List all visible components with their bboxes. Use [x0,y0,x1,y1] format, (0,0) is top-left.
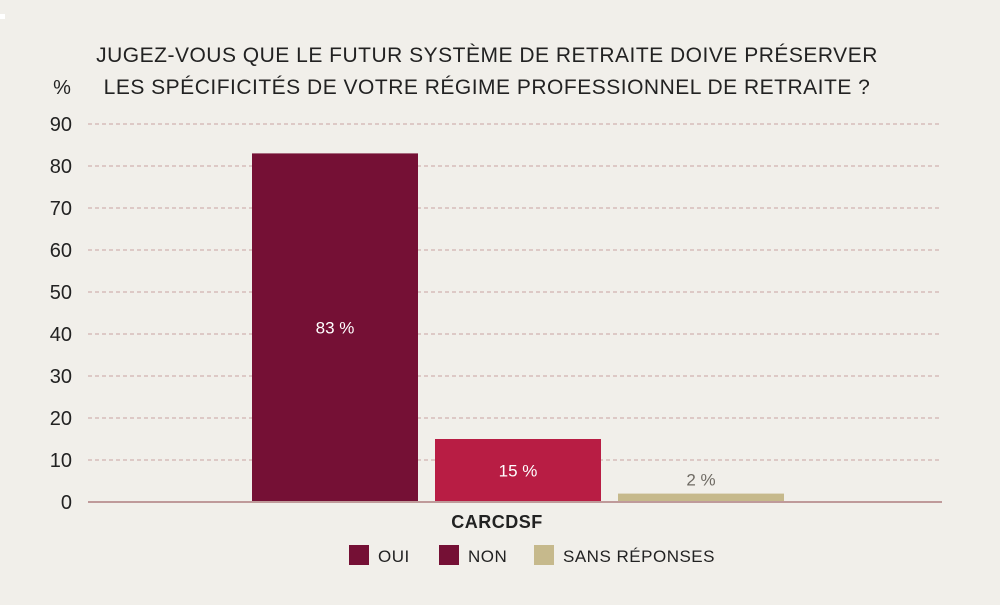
y-tick-label: 40 [50,324,72,346]
y-tick-label: 20 [50,408,72,430]
y-tick-label: 60 [50,240,72,262]
data-label: 2 % [686,471,715,490]
data-label: 83 % [316,319,355,338]
y-tick-label: 10 [50,450,72,472]
legend-label: OUI [378,547,410,566]
bars [252,153,784,502]
legend-swatch [349,545,369,565]
chart-title-line-1: JUGEZ-VOUS QUE LE FUTUR SYSTÈME DE RETRA… [96,44,878,67]
bar-non [435,439,601,502]
legend-swatch [439,545,459,565]
bar-sans-r-ponses [618,493,784,502]
legend-label: SANS RÉPONSES [563,547,715,566]
corner-mark [0,14,5,19]
legend: OUI NON SANS RÉPONSES [349,545,715,566]
bar-oui [252,153,418,502]
y-tick-label: 0 [61,492,72,514]
y-tick-label: 90 [50,114,72,136]
data-labels: 83 % 15 % 2 % [316,319,716,490]
category-label: CARCDSF [451,512,543,532]
legend-swatch [534,545,554,565]
chart-title: JUGEZ-VOUS QUE LE FUTUR SYSTÈME DE RETRA… [96,44,878,99]
y-tick-label: 70 [50,198,72,220]
y-tick-label: 50 [50,282,72,304]
y-axis-ticks: 0 10 20 30 40 50 60 70 80 90 [50,114,72,514]
legend-label: NON [468,547,507,566]
gridlines [88,123,942,461]
data-label: 15 % [499,462,538,481]
chart-title-line-2: LES SPÉCIFICITÉS DE VOTRE RÉGIME PROFESS… [104,76,871,99]
y-tick-label: 30 [50,366,72,388]
y-tick-label: 80 [50,156,72,178]
y-axis-unit-label: % [53,77,71,99]
